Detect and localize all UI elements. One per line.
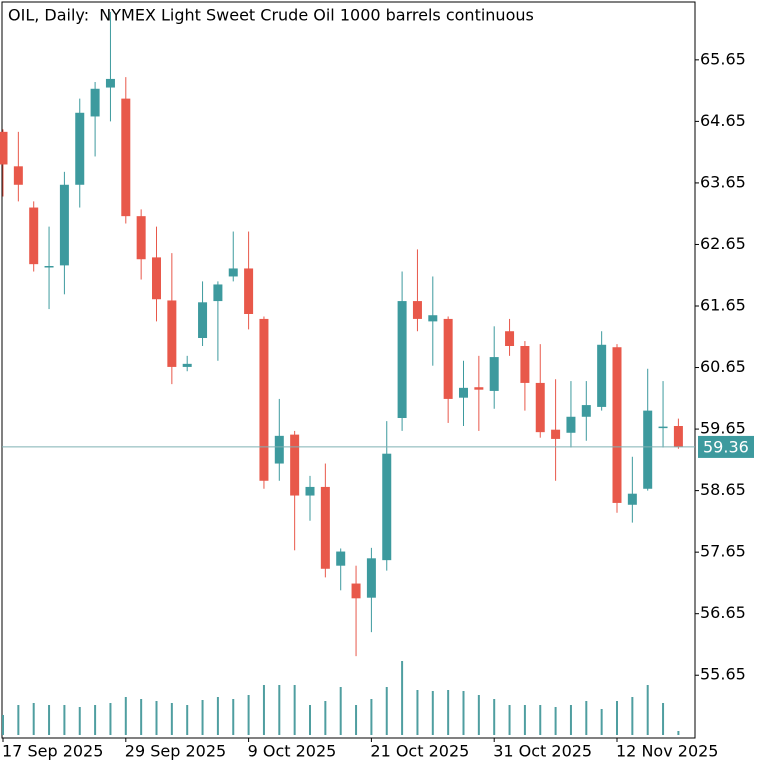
- y-tick-label: 57.65: [700, 542, 746, 561]
- x-tick-label: 21 Oct 2025: [370, 742, 469, 761]
- last-price-box: [698, 435, 754, 458]
- candle-body: [152, 257, 161, 300]
- x-tick-label: 29 Sep 2025: [125, 742, 226, 761]
- candle-body: [459, 387, 468, 398]
- candle-body: [443, 318, 453, 399]
- y-tick-label: 59.65: [700, 419, 746, 438]
- x-tick-label: 12 Nov 2025: [616, 742, 718, 761]
- y-tick-label: 55.65: [700, 665, 746, 684]
- y-tick-label: 56.65: [700, 603, 746, 622]
- candle-body: [566, 416, 576, 433]
- candle-body: [167, 300, 177, 367]
- candle-body: [75, 112, 85, 185]
- y-tick-label: 60.65: [700, 357, 746, 376]
- candle-body: [228, 268, 238, 277]
- candle-body: [244, 268, 254, 314]
- candle-body: [336, 551, 346, 566]
- candle-body: [643, 410, 653, 489]
- candle-body: [105, 78, 115, 88]
- candle-body: [136, 216, 146, 260]
- candle-body: [90, 88, 100, 117]
- candle-body: [597, 344, 607, 407]
- candle-body: [397, 301, 407, 418]
- candle-body: [658, 426, 668, 429]
- y-tick-label: 64.65: [700, 111, 746, 130]
- y-tick-label: 63.65: [700, 172, 746, 191]
- candle-body: [259, 318, 269, 481]
- candle-body: [412, 301, 422, 319]
- y-tick-label: 61.65: [700, 296, 746, 315]
- candle-body: [198, 302, 208, 338]
- candle-body: [213, 284, 223, 302]
- last-price-label: 59.36: [703, 437, 749, 456]
- plot-frame: [1, 1, 696, 739]
- candle-body: [44, 266, 54, 268]
- candle-body: [305, 486, 315, 496]
- candle-body: [290, 434, 300, 496]
- x-tick-label: 9 Oct 2025: [248, 742, 337, 761]
- chart-title: OIL, Daily: NYMEX Light Sweet Crude Oil …: [8, 6, 534, 25]
- candle-body: [627, 493, 637, 505]
- x-tick-label: 31 Oct 2025: [493, 742, 592, 761]
- x-tick-label: 17 Sep 2025: [2, 742, 103, 761]
- candle-body: [121, 98, 131, 217]
- candle-body: [535, 382, 545, 433]
- candle-body: [673, 426, 683, 447]
- candle-body: [551, 429, 561, 439]
- candle-body: [366, 558, 376, 598]
- y-tick-label: 58.65: [700, 480, 746, 499]
- candle-body: [182, 363, 192, 367]
- candle-body: [520, 346, 530, 383]
- candle-body: [489, 357, 499, 391]
- candle-body: [428, 315, 438, 322]
- candle-body: [351, 583, 361, 599]
- candle-body: [29, 207, 39, 265]
- y-tick-label: 65.65: [700, 49, 746, 68]
- candle-body: [13, 166, 23, 185]
- candle-body: [320, 486, 330, 569]
- candle-body: [382, 453, 392, 561]
- candle-body: [505, 331, 515, 346]
- candle-body: [474, 387, 484, 390]
- candle-body: [612, 347, 622, 503]
- candle-body: [274, 435, 284, 464]
- candle-body: [0, 131, 8, 165]
- candle-body: [59, 184, 69, 266]
- candle-body: [581, 405, 591, 417]
- y-tick-label: 62.65: [700, 234, 746, 253]
